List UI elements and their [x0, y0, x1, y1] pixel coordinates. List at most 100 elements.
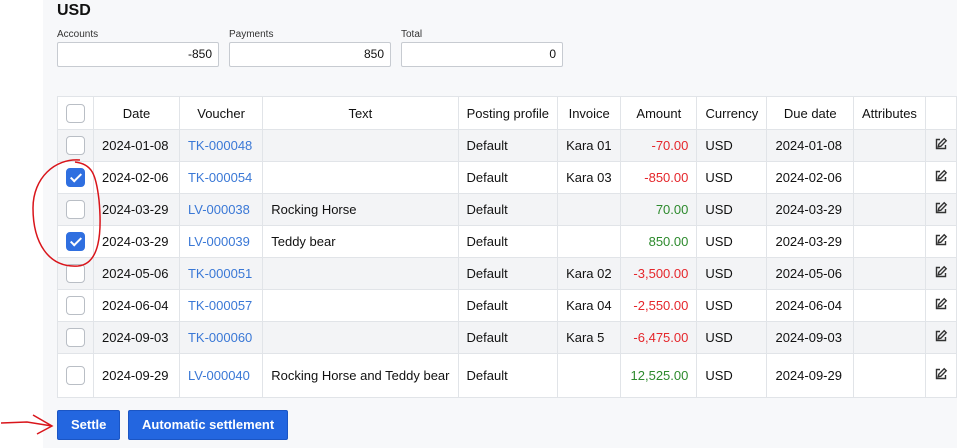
table-row: 2024-06-04 TK-000057 Default Kara 04 -2,…	[57, 289, 957, 322]
row-due-date: 2024-03-29	[766, 193, 855, 226]
row-date: 2024-01-08	[93, 129, 180, 162]
edit-icon[interactable]	[934, 233, 948, 250]
row-currency: USD	[696, 321, 768, 354]
row-invoice	[557, 225, 622, 258]
row-date: 2024-09-29	[93, 353, 180, 398]
edit-icon[interactable]	[934, 297, 948, 314]
row-voucher-link[interactable]: TK-000054	[178, 161, 264, 194]
column-header-voucher[interactable]: Voucher	[178, 96, 264, 130]
row-text	[262, 289, 459, 322]
row-voucher-link[interactable]: TK-000060	[178, 321, 264, 354]
row-posting-profile: Default	[457, 129, 559, 162]
table-row: 2024-02-06 TK-000054 Default Kara 03 -85…	[57, 161, 957, 194]
row-edit-cell	[924, 193, 957, 226]
row-voucher-link[interactable]: LV-000038	[178, 193, 264, 226]
settle-button[interactable]: Settle	[57, 410, 121, 440]
row-voucher-link[interactable]: TK-000051	[178, 257, 264, 290]
column-header-due-date[interactable]: Due date	[766, 96, 855, 130]
row-attributes	[853, 321, 926, 354]
row-currency: USD	[696, 289, 768, 322]
row-due-date: 2024-05-06	[766, 257, 855, 290]
row-checkbox[interactable]	[66, 168, 85, 187]
row-attributes	[853, 289, 926, 322]
total-value: 0	[401, 42, 563, 67]
column-header-date[interactable]: Date	[93, 96, 180, 130]
row-voucher-link[interactable]: LV-000039	[178, 225, 264, 258]
row-amount: 12,525.00	[620, 353, 698, 398]
edit-icon[interactable]	[934, 201, 948, 218]
column-header-attributes[interactable]: Attributes	[853, 96, 926, 130]
edit-icon[interactable]	[934, 137, 948, 154]
table-row: 2024-01-08 TK-000048 Default Kara 01 -70…	[57, 129, 957, 162]
transactions-table: Date Voucher Text Posting profile Invoic…	[57, 96, 957, 398]
accounts-summary: Accounts -850	[57, 28, 219, 67]
select-all-checkbox[interactable]	[66, 103, 85, 123]
row-posting-profile: Default	[457, 257, 559, 290]
column-header-posting-profile[interactable]: Posting profile	[457, 96, 559, 130]
row-text	[262, 129, 459, 162]
row-invoice: Kara 01	[557, 129, 622, 162]
table-row: 2024-09-03 TK-000060 Default Kara 5 -6,4…	[57, 321, 957, 354]
row-currency: USD	[696, 193, 768, 226]
column-header-actions	[924, 96, 957, 130]
row-select-cell	[57, 257, 94, 290]
edit-icon[interactable]	[934, 169, 948, 186]
row-due-date: 2024-01-08	[766, 129, 855, 162]
row-checkbox[interactable]	[66, 296, 85, 315]
row-select-cell	[57, 161, 94, 194]
row-text: Teddy bear	[262, 225, 459, 258]
edit-icon[interactable]	[934, 329, 948, 346]
row-select-cell	[57, 353, 94, 398]
payments-value: 850	[229, 42, 391, 67]
table-row: 2024-03-29 LV-000039 Teddy bear Default …	[57, 225, 957, 258]
row-invoice: Kara 03	[557, 161, 622, 194]
automatic-settlement-button[interactable]: Automatic settlement	[128, 410, 289, 440]
row-date: 2024-02-06	[93, 161, 180, 194]
edit-icon[interactable]	[934, 265, 948, 282]
row-checkbox[interactable]	[66, 232, 85, 251]
row-attributes	[853, 225, 926, 258]
row-attributes	[853, 161, 926, 194]
row-currency: USD	[696, 129, 768, 162]
row-attributes	[853, 257, 926, 290]
row-attributes	[853, 193, 926, 226]
row-checkbox[interactable]	[66, 366, 85, 385]
row-due-date: 2024-03-29	[766, 225, 855, 258]
currency-title: USD	[57, 2, 91, 19]
row-date: 2024-03-29	[93, 225, 180, 258]
column-header-currency[interactable]: Currency	[696, 96, 768, 130]
row-invoice: Kara 02	[557, 257, 622, 290]
row-text	[262, 161, 459, 194]
row-date: 2024-06-04	[93, 289, 180, 322]
row-date: 2024-03-29	[93, 193, 180, 226]
table-row: 2024-09-29 LV-000040 Rocking Horse and T…	[57, 353, 957, 398]
row-checkbox[interactable]	[66, 136, 85, 155]
row-edit-cell	[924, 321, 957, 354]
column-header-invoice[interactable]: Invoice	[557, 96, 622, 130]
column-header-amount[interactable]: Amount	[620, 96, 698, 130]
row-invoice	[557, 353, 622, 398]
row-text	[262, 257, 459, 290]
payments-label: Payments	[229, 29, 274, 40]
row-voucher-link[interactable]: TK-000057	[178, 289, 264, 322]
row-edit-cell	[924, 225, 957, 258]
row-text: Rocking Horse	[262, 193, 459, 226]
edit-icon[interactable]	[934, 367, 948, 384]
row-checkbox[interactable]	[66, 328, 85, 347]
row-date: 2024-05-06	[93, 257, 180, 290]
row-amount: 850.00	[620, 225, 698, 258]
row-due-date: 2024-09-29	[766, 353, 855, 398]
row-posting-profile: Default	[457, 225, 559, 258]
row-voucher-link[interactable]: LV-000040	[178, 353, 264, 398]
accounts-label: Accounts	[57, 29, 99, 40]
select-all-cell	[57, 96, 94, 130]
row-checkbox[interactable]	[66, 200, 85, 219]
total-label: Total	[401, 29, 423, 40]
row-checkbox[interactable]	[66, 264, 85, 283]
column-header-text[interactable]: Text	[262, 96, 459, 130]
table-row: 2024-05-06 TK-000051 Default Kara 02 -3,…	[57, 257, 957, 290]
row-due-date: 2024-09-03	[766, 321, 855, 354]
row-edit-cell	[924, 129, 957, 162]
row-invoice: Kara 5	[557, 321, 622, 354]
row-voucher-link[interactable]: TK-000048	[178, 129, 264, 162]
